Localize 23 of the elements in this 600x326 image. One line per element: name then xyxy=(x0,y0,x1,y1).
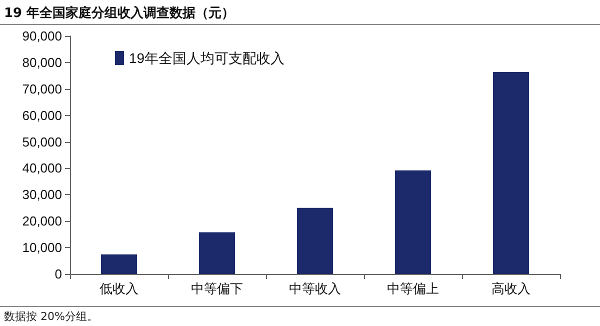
y-tick-label: 80,000 xyxy=(22,54,62,70)
x-tick-label: 高收入 xyxy=(492,281,530,296)
y-tick-label: 10,000 xyxy=(22,240,62,256)
y-tick-label: 90,000 xyxy=(22,28,62,44)
bar xyxy=(199,232,235,274)
bar xyxy=(297,208,333,274)
y-tick-label: 60,000 xyxy=(22,108,62,123)
bar xyxy=(101,254,137,274)
y-tick-label: 70,000 xyxy=(22,81,62,96)
x-tick-label: 中等偏下 xyxy=(191,281,243,296)
y-tick-label: 20,000 xyxy=(22,214,62,229)
y-tick-label: 0 xyxy=(54,266,62,282)
text: 数据按 20%分组。 xyxy=(4,309,98,324)
legend-label: 19年全国人均可支配收入 xyxy=(129,50,285,66)
x-tick-label: 中等收入 xyxy=(289,281,341,296)
x-tick-label: 低收入 xyxy=(100,281,138,296)
x-tick-label: 中等偏上 xyxy=(387,281,439,296)
y-tick-label: 30,000 xyxy=(22,187,62,202)
chart-title: 19 年全国家庭分组收入调查数据（元） xyxy=(4,4,235,22)
bar xyxy=(395,170,431,274)
y-tick-label: 40,000 xyxy=(22,160,62,176)
y-tick-label: 50,000 xyxy=(22,134,62,150)
bar xyxy=(493,72,529,274)
